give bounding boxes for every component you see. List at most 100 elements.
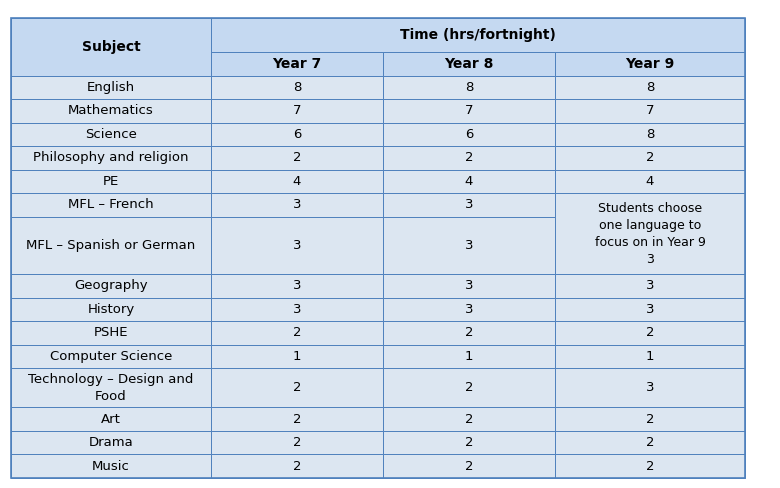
Text: 3: 3 [646,381,654,394]
Text: 2: 2 [646,460,654,473]
Bar [383,407,555,431]
Bar [11,99,211,122]
Text: Year 9: Year 9 [626,57,675,71]
Bar [383,298,555,321]
Bar [211,122,383,146]
Text: 3: 3 [465,239,473,252]
Bar [383,76,555,99]
Text: 4: 4 [465,175,473,188]
Bar [211,18,745,52]
Bar [11,193,211,217]
Text: 2: 2 [292,436,301,449]
Text: 2: 2 [646,436,654,449]
Text: Year 7: Year 7 [272,57,321,71]
Text: Computer Science: Computer Science [50,350,172,363]
Bar [11,76,211,99]
Bar [11,431,211,454]
Bar [211,146,383,170]
Text: 2: 2 [646,413,654,426]
Text: 2: 2 [646,151,654,164]
Text: 3: 3 [465,280,473,292]
Bar [11,217,211,274]
Bar [211,170,383,193]
Bar [383,454,555,478]
Bar [383,217,555,274]
Text: 6: 6 [465,128,473,141]
Text: 1: 1 [646,350,654,363]
Text: 2: 2 [292,413,301,426]
Bar [555,454,745,478]
Bar [383,193,555,217]
Text: 4: 4 [646,175,654,188]
Bar [555,193,745,274]
Text: Time (hrs/fortnight): Time (hrs/fortnight) [400,28,556,42]
Text: 8: 8 [646,128,654,141]
Text: PE: PE [103,175,119,188]
Text: MFL – Spanish or German: MFL – Spanish or German [27,239,196,252]
Text: Philosophy and religion: Philosophy and religion [34,151,189,164]
Bar [555,99,745,122]
Bar [383,345,555,368]
Text: 2: 2 [465,151,473,164]
Bar [11,321,211,345]
Bar [555,170,745,193]
Bar [555,76,745,99]
Bar [383,431,555,454]
Text: Technology – Design and
Food: Technology – Design and Food [28,373,193,403]
Bar [383,274,555,298]
Bar [383,52,555,76]
Bar [11,368,211,407]
Text: 2: 2 [292,151,301,164]
Bar [11,122,211,146]
Bar [383,122,555,146]
Text: 3: 3 [292,239,301,252]
Bar [11,345,211,368]
Text: 1: 1 [465,350,473,363]
Bar [383,170,555,193]
Bar [211,298,383,321]
Text: 2: 2 [646,326,654,340]
Text: 3: 3 [646,280,654,292]
Text: 4: 4 [292,175,301,188]
Bar [11,454,211,478]
Text: English: English [87,81,135,94]
Bar [555,274,745,298]
Bar [555,146,745,170]
Text: Mathematics: Mathematics [68,104,154,117]
Text: 8: 8 [646,81,654,94]
Text: History: History [87,303,135,316]
Bar [211,368,383,407]
Text: PSHE: PSHE [94,326,128,340]
Bar [211,274,383,298]
Bar [211,407,383,431]
Text: 3: 3 [465,199,473,211]
Text: Art: Art [101,413,121,426]
Bar [211,76,383,99]
Text: 2: 2 [292,381,301,394]
Bar [211,345,383,368]
Text: 7: 7 [292,104,301,117]
Text: MFL – French: MFL – French [68,199,154,211]
Bar [211,99,383,122]
Bar [555,345,745,368]
Text: 2: 2 [292,460,301,473]
Text: 2: 2 [465,381,473,394]
Text: Geography: Geography [74,280,148,292]
Bar [11,274,211,298]
Text: Subject: Subject [82,40,140,54]
Text: 1: 1 [292,350,301,363]
Text: 2: 2 [465,413,473,426]
Bar [11,407,211,431]
Bar [11,18,211,76]
Bar [555,52,745,76]
Bar [211,454,383,478]
Bar [383,99,555,122]
Bar [211,193,383,217]
Text: 3: 3 [292,303,301,316]
Text: 2: 2 [292,326,301,340]
Bar [211,217,383,274]
Bar [555,321,745,345]
Text: Science: Science [85,128,137,141]
Bar [211,321,383,345]
Text: 7: 7 [465,104,473,117]
